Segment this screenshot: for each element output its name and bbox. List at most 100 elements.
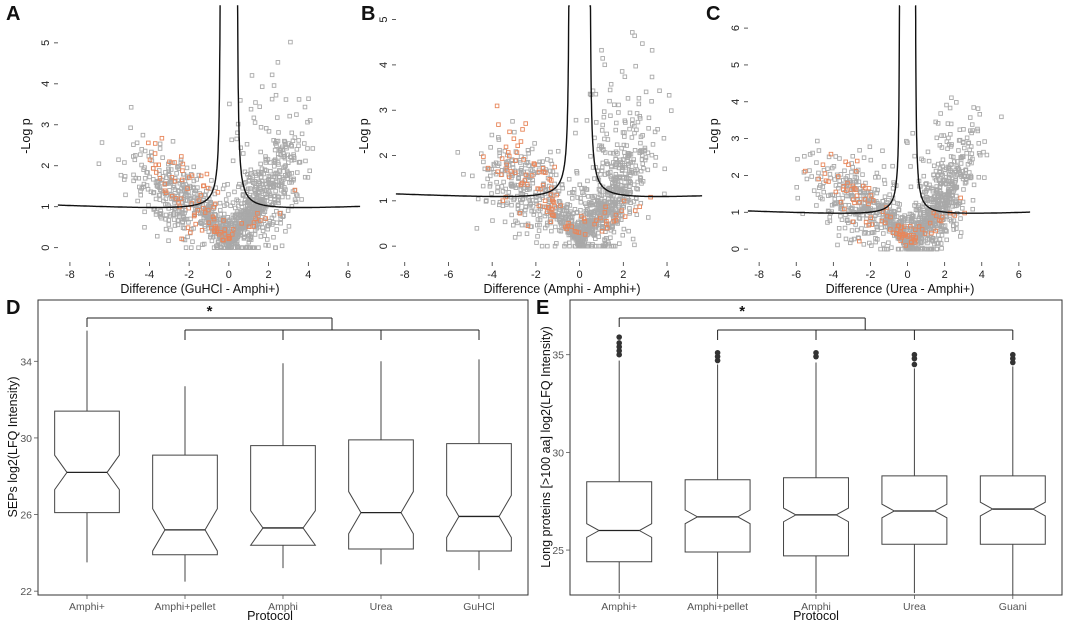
data-point	[891, 200, 897, 205]
data-point	[849, 169, 854, 175]
data-point	[898, 218, 903, 224]
data-point	[518, 168, 524, 173]
data-point	[580, 190, 585, 196]
y-tick-label: 1	[378, 198, 390, 204]
highlighted-point	[504, 162, 509, 168]
data-point	[244, 141, 250, 147]
highlighted-point	[198, 173, 204, 179]
data-point	[832, 177, 838, 182]
y-axis-label-b: -Log p	[357, 118, 371, 153]
data-point	[646, 215, 651, 220]
data-point	[616, 110, 621, 115]
highlighted-point	[611, 218, 616, 224]
y-tick-label: 30	[20, 433, 32, 445]
data-point	[528, 167, 534, 172]
outlier-point	[911, 355, 918, 362]
highlighted-point	[196, 198, 202, 203]
data-point	[310, 146, 316, 151]
data-point	[253, 173, 259, 178]
y-tick-label: 34	[20, 356, 32, 368]
data-point	[208, 232, 214, 238]
highlighted-point	[156, 162, 161, 168]
highlighted-point	[211, 216, 217, 222]
x-axis-label-d: Protocol	[247, 609, 293, 623]
data-point	[579, 223, 585, 229]
data-point	[268, 196, 274, 201]
data-point	[257, 187, 263, 192]
data-point	[912, 203, 917, 208]
data-point	[944, 102, 949, 108]
data-point	[574, 210, 579, 216]
data-point	[925, 208, 930, 213]
data-point	[578, 207, 583, 213]
data-point	[815, 138, 820, 144]
highlighted-point	[481, 154, 486, 159]
y-axis-label-a: -Log p	[19, 118, 33, 153]
highlighted-point	[146, 140, 151, 146]
data-point	[599, 128, 605, 133]
data-point	[602, 136, 607, 142]
data-point	[170, 185, 176, 190]
data-point	[882, 194, 888, 199]
data-point	[279, 243, 285, 249]
data-point	[958, 172, 963, 177]
highlighted-point	[929, 230, 934, 236]
data-point	[596, 146, 602, 152]
data-point	[956, 138, 962, 143]
data-point	[197, 197, 202, 202]
data-point	[814, 160, 819, 165]
data-point	[138, 192, 143, 198]
data-point	[553, 172, 559, 178]
data-point	[631, 182, 637, 187]
highlighted-point	[180, 161, 186, 167]
data-point	[584, 207, 590, 213]
data-point	[971, 182, 977, 188]
data-point	[158, 214, 163, 219]
data-point	[570, 196, 575, 201]
significance-bracket-e	[618, 317, 1014, 340]
data-point	[909, 219, 915, 224]
data-point	[246, 239, 252, 245]
significance-bracket-d	[86, 317, 480, 340]
data-point	[579, 243, 584, 249]
data-point	[939, 232, 945, 238]
highlighted-point	[605, 225, 610, 231]
data-point	[271, 235, 276, 240]
highlighted-point	[822, 171, 828, 176]
data-point	[157, 146, 163, 151]
highlighted-point	[908, 223, 913, 229]
y-tick-label: 2	[378, 152, 390, 158]
data-point	[613, 171, 619, 177]
data-point	[599, 47, 604, 53]
data-point	[629, 169, 634, 175]
highlighted-point	[549, 185, 554, 191]
data-point	[607, 98, 612, 104]
data-point	[856, 236, 861, 241]
data-point	[934, 135, 940, 141]
data-point	[220, 186, 226, 192]
y-tick-label: 0	[378, 243, 390, 249]
highlighted-point	[852, 200, 857, 206]
data-point	[302, 104, 308, 110]
data-point	[518, 197, 523, 203]
data-point	[614, 142, 620, 147]
data-point	[827, 218, 833, 224]
data-point	[874, 190, 880, 196]
data-point	[646, 115, 652, 121]
highlighted-point	[191, 213, 197, 219]
data-point	[182, 178, 188, 184]
data-point	[964, 135, 970, 141]
highlighted-point	[529, 173, 535, 178]
data-point	[502, 219, 508, 225]
data-point	[495, 184, 500, 190]
data-point	[142, 176, 148, 181]
data-point	[242, 169, 248, 175]
data-point	[626, 153, 631, 158]
data-point	[601, 109, 607, 114]
data-point	[614, 120, 619, 126]
highlighted-point	[552, 203, 557, 209]
data-point	[227, 242, 233, 247]
data-point	[496, 161, 502, 166]
data-point	[632, 148, 638, 153]
